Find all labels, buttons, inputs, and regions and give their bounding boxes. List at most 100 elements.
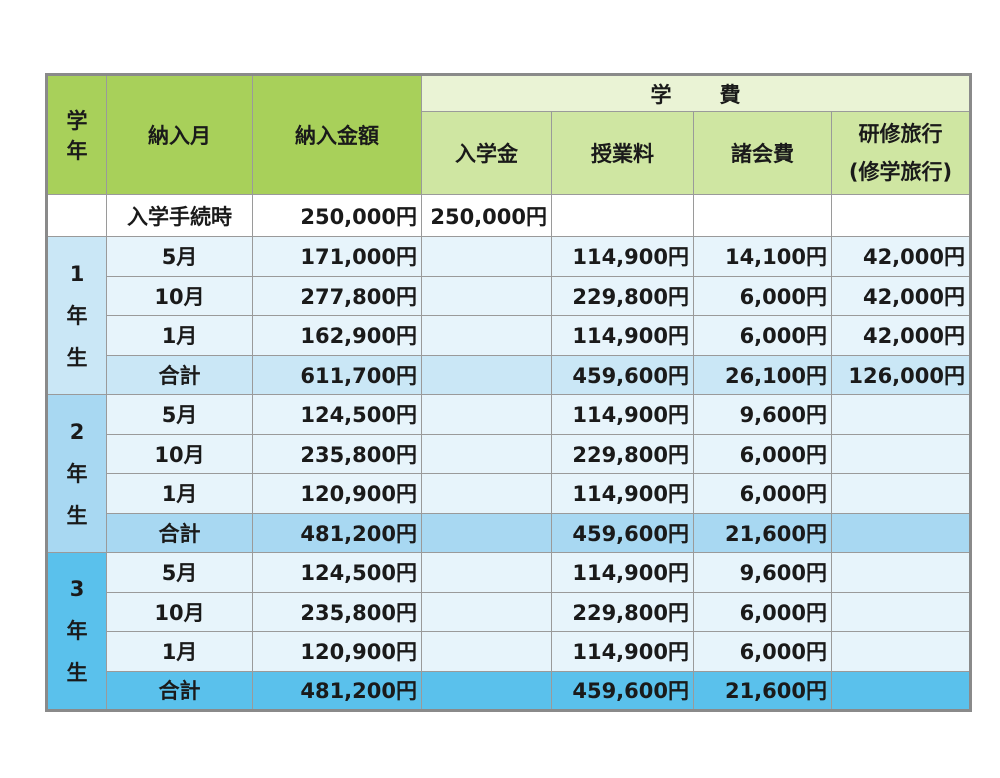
misc-cell: 6,000円	[693, 631, 832, 672]
tuition-cell: 459,600円	[551, 354, 694, 395]
entrance-cell	[421, 275, 552, 316]
month-cell: 1月	[106, 631, 253, 672]
entrance-cell	[421, 512, 552, 553]
total-row: 合計 481,200円 459,600円 21,600円	[47, 670, 971, 711]
tuition-cell: 114,900円	[551, 552, 694, 593]
admission-tuition	[551, 194, 694, 237]
header-year-char2: 年	[66, 139, 88, 163]
amount-cell: 235,800円	[252, 591, 422, 632]
tuition-cell: 114,900円	[551, 631, 694, 672]
table-row: 10月 235,800円 229,800円 6,000円	[47, 591, 971, 632]
header-entrance: 入学金	[421, 111, 552, 195]
total-row: 合計 481,200円 459,600円 21,600円	[47, 512, 971, 553]
year-label: 1 年生	[46, 236, 107, 395]
year-label-kanji2: 生	[66, 503, 88, 528]
month-cell: 10月	[106, 433, 253, 474]
amount-cell: 162,900円	[252, 315, 422, 356]
table-row: 1月 162,900円 114,900円 6,000円 42,000円	[47, 315, 971, 356]
admission-year-blank	[46, 194, 107, 237]
header-tuition: 授業料	[551, 111, 694, 195]
trip-cell	[831, 631, 971, 672]
month-cell: 1月	[106, 315, 253, 356]
header-trip-line1: 研修旅行	[858, 122, 943, 146]
entrance-cell	[421, 236, 552, 277]
table-row: 10月 235,800円 229,800円 6,000円	[47, 433, 971, 474]
tuition-cell: 114,900円	[551, 315, 694, 356]
tuition-cell: 229,800円	[551, 433, 694, 474]
misc-cell: 9,600円	[693, 552, 832, 593]
entrance-cell	[421, 670, 552, 711]
month-cell: 10月	[106, 275, 253, 316]
trip-cell	[831, 552, 971, 593]
amount-cell: 235,800円	[252, 433, 422, 474]
tuition-cell: 114,900円	[551, 394, 694, 435]
amount-cell: 171,000円	[252, 236, 422, 277]
misc-cell: 6,000円	[693, 473, 832, 514]
amount-cell: 120,900円	[252, 631, 422, 672]
header-fees: 学費	[421, 74, 971, 112]
month-cell: 合計	[106, 354, 253, 395]
fee-table: 学 年 納入月 納入金額 学費 入学金 授業料 諸会費 研修旅行 (修学旅行) …	[45, 73, 972, 712]
entrance-cell	[421, 591, 552, 632]
amount-cell: 481,200円	[252, 512, 422, 553]
misc-cell: 6,000円	[693, 591, 832, 632]
year-label-kanji2: 生	[66, 661, 88, 685]
misc-cell: 26,100円	[693, 354, 832, 395]
month-cell: 合計	[106, 512, 253, 553]
header-year: 学 年	[46, 74, 107, 195]
trip-cell	[831, 670, 971, 711]
header-amount: 納入金額	[252, 74, 422, 195]
year-label: 2 年生	[46, 394, 107, 553]
misc-cell: 6,000円	[693, 433, 832, 474]
entrance-cell	[421, 552, 552, 593]
amount-cell: 277,800円	[252, 275, 422, 316]
month-cell: 5月	[106, 236, 253, 277]
year-label-kanji2: 生	[66, 345, 88, 370]
month-cell: 5月	[106, 394, 253, 435]
misc-cell: 21,600円	[693, 670, 832, 711]
total-row: 合計 611,700円 459,600円 26,100円 126,000円	[47, 354, 971, 395]
trip-cell	[831, 591, 971, 632]
table-row: 10月 277,800円 229,800円 6,000円 42,000円	[47, 275, 971, 316]
tuition-cell: 229,800円	[551, 275, 694, 316]
trip-cell: 42,000円	[831, 315, 971, 356]
trip-cell: 42,000円	[831, 236, 971, 277]
tuition-cell: 229,800円	[551, 591, 694, 632]
misc-cell: 21,600円	[693, 512, 832, 553]
entrance-cell	[421, 315, 552, 356]
entrance-cell	[421, 433, 552, 474]
entrance-cell	[421, 394, 552, 435]
month-cell: 10月	[106, 591, 253, 632]
trip-cell: 126,000円	[831, 354, 971, 395]
table-row: 1月 120,900円 114,900円 6,000円	[47, 473, 971, 514]
table-row: 2 年生 5月 124,500円 114,900円 9,600円	[46, 394, 971, 553]
year-label-digit: 2	[69, 419, 85, 444]
entrance-cell	[421, 354, 552, 395]
admission-entrance: 250,000円	[421, 194, 552, 237]
admission-misc	[693, 194, 832, 237]
month-cell: 合計	[106, 670, 253, 711]
table-row: 3 年生 5月 124,500円 114,900円 9,600円	[46, 552, 971, 711]
amount-cell: 124,500円	[252, 552, 422, 593]
header-trip: 研修旅行 (修学旅行)	[831, 111, 971, 195]
month-cell: 5月	[106, 552, 253, 593]
header-trip-line2: (修学旅行)	[848, 160, 953, 184]
amount-cell: 120,900円	[252, 473, 422, 514]
trip-cell	[831, 512, 971, 553]
entrance-cell	[421, 473, 552, 514]
month-cell: 1月	[106, 473, 253, 514]
misc-cell: 6,000円	[693, 315, 832, 356]
amount-cell: 124,500円	[252, 394, 422, 435]
year-label-kanji1: 年	[66, 461, 88, 486]
amount-cell: 481,200円	[252, 670, 422, 711]
header-year-char1: 学	[66, 109, 88, 133]
header-fees-char2: 費	[719, 82, 741, 107]
tuition-cell: 114,900円	[551, 473, 694, 514]
misc-cell: 14,100円	[693, 236, 832, 277]
trip-cell	[831, 394, 971, 435]
amount-cell: 611,700円	[252, 354, 422, 395]
tuition-cell: 114,900円	[551, 236, 694, 277]
trip-cell	[831, 473, 971, 514]
table-row: 1 年生 5月 171,000円 114,900円 14,100円 42,000円	[46, 236, 971, 395]
year-sections: 1 年生 5月 171,000円 114,900円 14,100円 42,000円 10月 27…	[46, 236, 971, 711]
